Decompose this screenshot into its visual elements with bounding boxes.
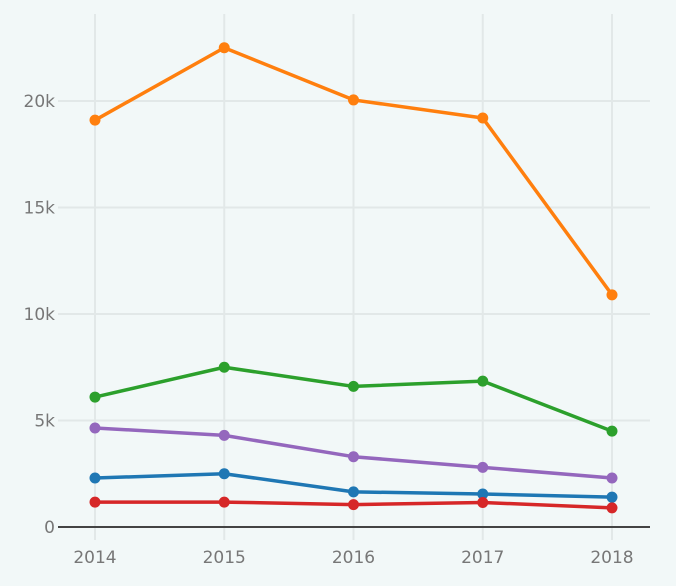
y-tick-label: 10k xyxy=(24,305,56,325)
y-tick-label: 5k xyxy=(34,412,55,432)
data-point xyxy=(348,499,359,511)
data-point xyxy=(218,42,230,54)
x-tick-label: 2018 xyxy=(590,548,633,568)
series-2 xyxy=(89,422,618,484)
data-point xyxy=(477,497,489,509)
data-point xyxy=(477,488,489,500)
data-point xyxy=(477,375,489,387)
data-point xyxy=(348,94,359,106)
data-point xyxy=(477,461,489,473)
series-4 xyxy=(89,496,618,514)
data-point xyxy=(606,425,618,437)
data-point xyxy=(89,472,101,484)
data-point xyxy=(348,486,359,498)
y-tick-label: 15k xyxy=(24,199,56,219)
axes: 2014 2015 2016 2017 2018 0 5k 10k 15k 20k xyxy=(24,92,650,568)
series-0 xyxy=(89,42,618,301)
series-1 xyxy=(89,361,618,437)
data-point xyxy=(606,491,618,503)
x-tick-label: 2016 xyxy=(332,548,375,568)
x-tick-label: 2015 xyxy=(203,548,246,568)
data-point xyxy=(348,451,359,463)
data-point xyxy=(348,380,359,392)
x-tick-label: 2017 xyxy=(461,548,504,568)
data-point xyxy=(606,289,618,301)
data-point xyxy=(89,422,101,434)
data-point xyxy=(606,502,618,514)
data-point xyxy=(218,361,230,373)
data-point xyxy=(89,496,101,508)
data-point xyxy=(89,391,101,403)
data-point xyxy=(218,429,230,441)
y-tick-label: 20k xyxy=(24,92,56,112)
data-point xyxy=(218,468,230,480)
series-3 xyxy=(89,468,618,503)
data-point xyxy=(218,496,230,508)
data-point xyxy=(89,114,101,126)
y-tick-label: 0 xyxy=(44,518,55,538)
data-point xyxy=(606,472,618,484)
data-point xyxy=(477,112,489,124)
series-group xyxy=(89,42,618,514)
x-tick-label: 2014 xyxy=(73,548,116,568)
